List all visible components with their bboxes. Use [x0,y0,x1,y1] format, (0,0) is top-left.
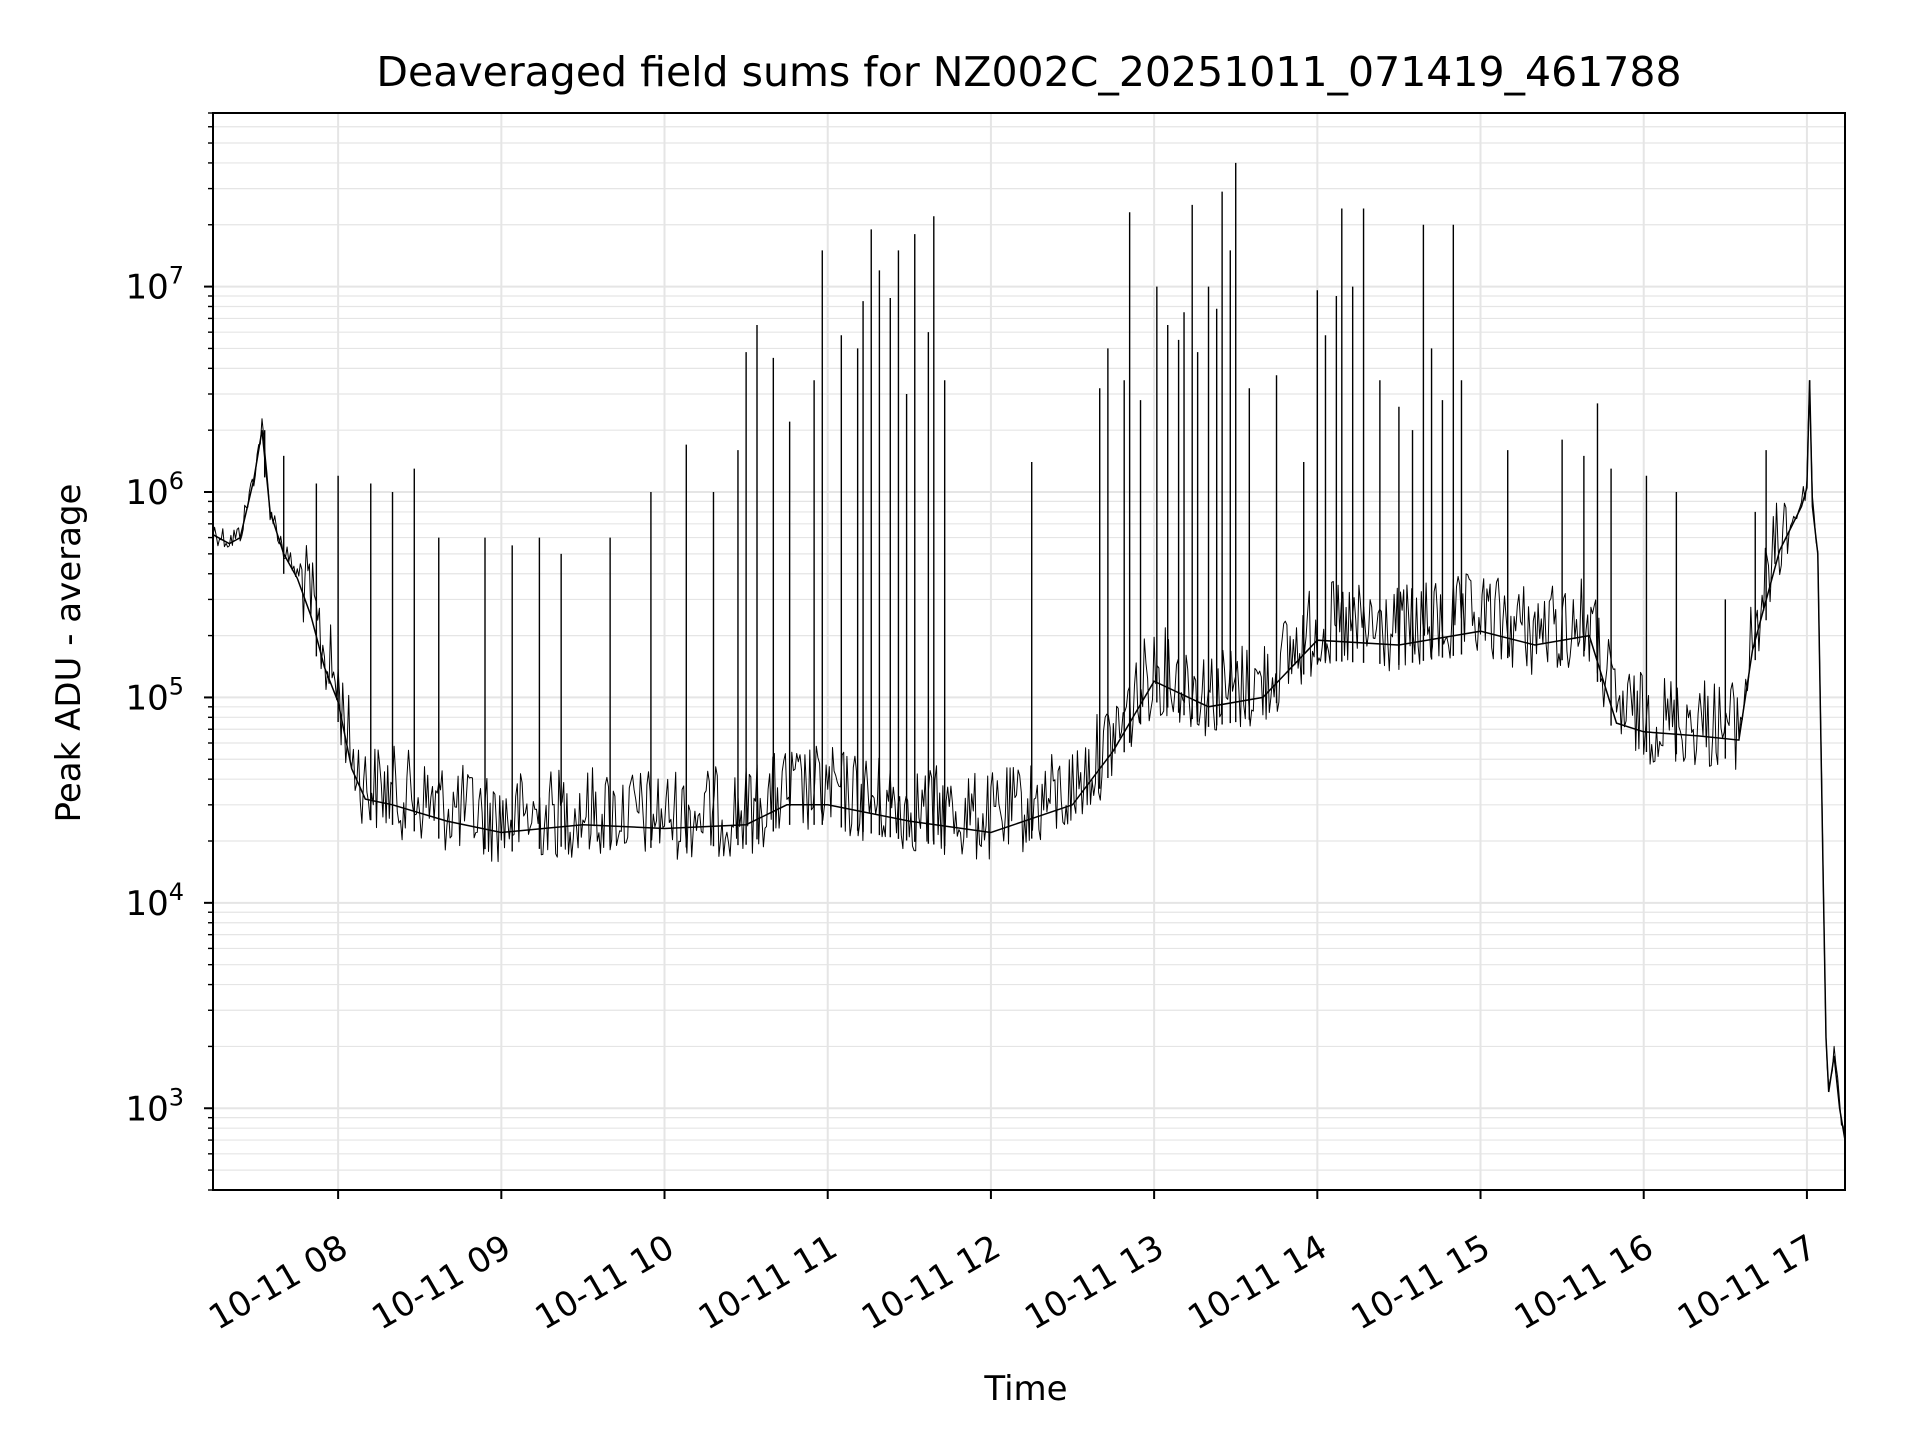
y-tick-label: 106 [125,467,184,513]
y-tick-label: 107 [125,262,184,308]
y-tick-label: 105 [125,672,184,718]
y-tick-label: 103 [125,1083,184,1129]
data-series [212,162,1846,1141]
x-axis-label: Time [983,1369,1067,1409]
y-tick-label: 104 [125,878,184,924]
y-axis-label: Peak ADU - average [49,484,89,823]
plot-frame [212,112,1846,1191]
grid [213,112,1845,1191]
series-noise [212,386,1846,1141]
chart-title: Deaveraged field sums for NZ002C_2025101… [376,48,1681,96]
